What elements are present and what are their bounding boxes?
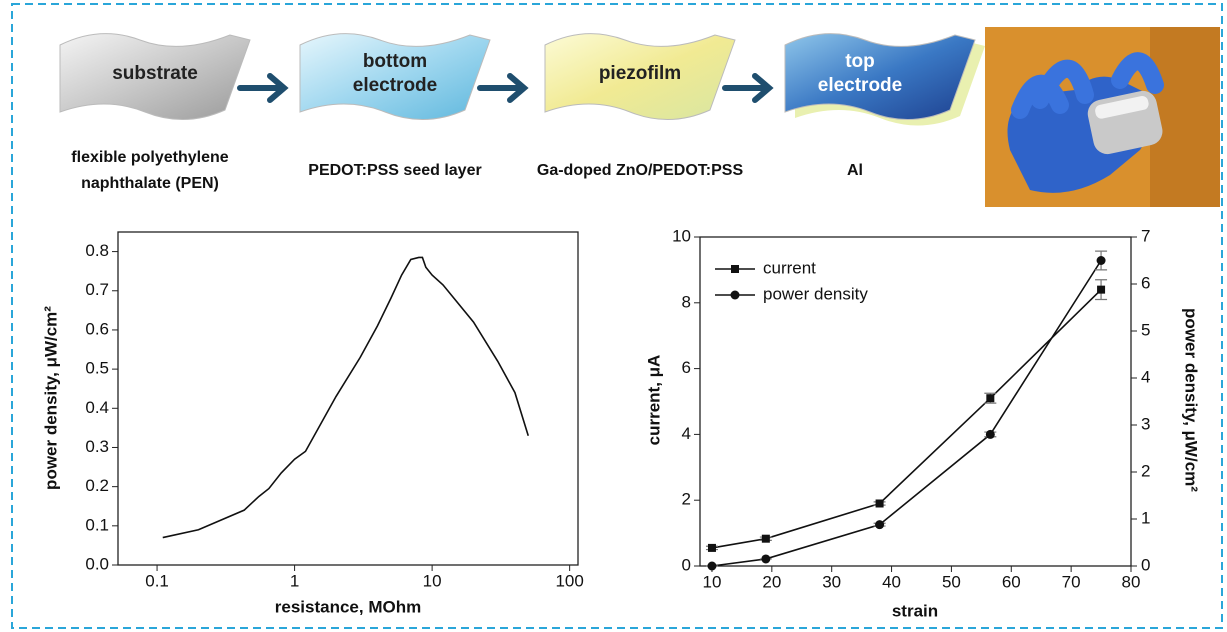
x-tick-label: 40 [882,572,901,591]
marker [875,499,884,508]
x-axis-label: strain [892,601,938,620]
step-caption: PEDOT:PSS seed layer [308,162,481,179]
y-axis-label: current, μA [644,355,663,446]
marker [875,520,885,530]
step-label: bottom [363,51,427,72]
series-line [162,256,530,539]
sheet [544,33,736,120]
legend-label: power density [763,284,868,303]
arrow [722,73,774,103]
y-tick-label: 0.5 [85,359,109,378]
marker [985,429,995,439]
step-label: top [845,51,875,72]
x-tick-label: 80 [1122,572,1141,591]
marker [1097,285,1106,294]
x-tick-label: 20 [762,572,781,591]
x-tick-label: 10 [703,572,722,591]
arrow [237,73,289,103]
y-tick-label: 0.4 [85,398,109,417]
frame [11,3,1223,629]
y2-tick-label: 3 [1141,414,1150,433]
x-axis-label: resistance, MOhm [275,597,421,616]
sheet [59,33,251,120]
marker [761,534,770,543]
x-tick-label: 0.1 [145,571,169,590]
arrow [477,73,529,103]
marker [986,394,995,403]
x-tick-label: 100 [555,571,583,590]
y-tick-label: 8 [682,292,691,311]
x-tick-label: 30 [822,572,841,591]
y2-tick-label: 6 [1141,273,1150,292]
y2-tick-label: 4 [1141,367,1150,386]
step-caption: naphthalate (PEN) [81,175,219,192]
y-tick-label: 0.7 [85,280,109,299]
step-label: electrode [353,75,437,96]
plot-area [117,231,579,566]
chart: 0.1 1 10 100 0.0 0.1 0.2 0.3 0.4 0.5 0.6 0.7 0.8 resi… [41,231,584,616]
process-diagram: substrate flexible polyethylene naphthalat… [59,33,985,192]
y-tick-label: 4 [682,424,691,443]
step-label: piezofilm [599,63,681,84]
marker [707,561,717,571]
y2-tick-label: 0 [1141,555,1150,574]
step-caption: Ga-doped ZnO/PEDOT:PSS [537,162,744,179]
x-tick-label: 60 [1002,572,1021,591]
y-tick-label: 6 [682,358,691,377]
step-label: substrate [112,63,198,84]
y-tick-label: 2 [682,490,691,509]
y-tick-label: 10 [672,226,691,245]
marker [707,543,716,552]
y-tick-label: 0.8 [85,241,109,260]
marker [1096,256,1106,265]
legend-marker [731,265,739,273]
step-caption: Al [847,162,863,179]
y-tick-label: 0.3 [85,437,109,456]
y-tick-label: 0 [682,555,691,574]
y-axis-label: power density, μW/cm² [41,306,60,490]
sheet [784,33,976,120]
marker [761,554,771,564]
y-tick-label: 0.1 [85,515,109,534]
y-tick-label: 0.0 [85,554,109,573]
plot-area [699,236,1132,567]
chart: 10 20 30 40 50 60 70 80024681001234567straincur… [644,226,1200,620]
step-label: electrode [818,75,902,96]
sheet [299,33,491,120]
series-line [711,260,1102,567]
legend-marker [730,290,740,300]
y-tick-label: 0.2 [85,476,109,495]
y2-tick-label: 1 [1141,508,1150,527]
photo [985,27,1220,207]
legend-label: current [763,258,816,277]
x-tick-label: 10 [423,571,442,590]
x-tick-label: 50 [942,572,961,591]
y2-tick-label: 2 [1141,461,1150,480]
y2-tick-label: 7 [1141,226,1150,245]
step-caption: flexible polyethylene [71,149,228,166]
y2-tick-label: 5 [1141,320,1150,339]
y2-axis-label: power density, μW/cm² [1182,308,1201,492]
x-tick-label: 1 [290,571,299,590]
y-tick-label: 0.6 [85,319,109,338]
series-line [711,289,1102,549]
x-tick-label: 70 [1062,572,1081,591]
